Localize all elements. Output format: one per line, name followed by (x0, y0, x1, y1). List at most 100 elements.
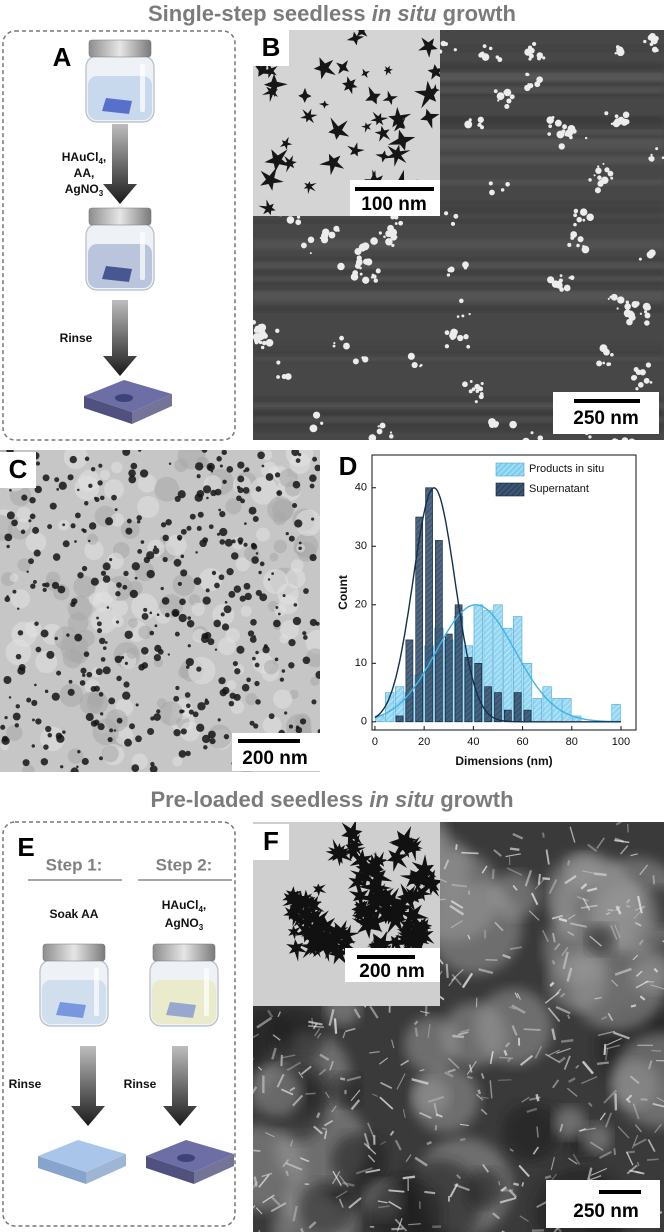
texture (553, 942, 561, 951)
particle (186, 703, 191, 709)
particle (254, 336, 258, 340)
particle (177, 490, 186, 499)
texture (368, 1177, 442, 1232)
particle (294, 918, 319, 943)
particle (113, 729, 117, 732)
texture (494, 921, 504, 932)
particle (480, 381, 484, 386)
particle (156, 709, 161, 714)
particle (550, 277, 553, 281)
particle (157, 649, 164, 655)
particle (355, 860, 374, 881)
texture (253, 44, 664, 48)
texture (534, 879, 545, 890)
texture (478, 968, 494, 975)
particle (88, 522, 97, 530)
texture (137, 473, 157, 493)
texture (605, 911, 611, 916)
texture (308, 1025, 325, 1029)
texture (615, 822, 623, 826)
texture (253, 1205, 256, 1209)
particle (362, 276, 370, 284)
particle (315, 621, 320, 626)
particle (361, 122, 372, 133)
particle (309, 483, 315, 489)
texture (447, 1068, 456, 1074)
particle (368, 434, 377, 440)
particle (317, 729, 320, 734)
particle (276, 375, 280, 379)
particle (218, 574, 225, 581)
texture (348, 1197, 362, 1209)
texture (541, 832, 545, 838)
particle (34, 621, 39, 626)
texture (324, 1091, 330, 1099)
texture (610, 925, 618, 940)
particle (529, 53, 534, 59)
particle (311, 699, 317, 705)
particle (292, 616, 302, 626)
particle (284, 711, 288, 715)
texture (450, 920, 463, 929)
particle (394, 215, 399, 220)
jar-highlight (204, 968, 209, 1016)
bar (532, 698, 542, 723)
panel-label-box (253, 824, 289, 860)
particle (160, 586, 164, 591)
texture (587, 843, 598, 852)
texture (84, 540, 104, 561)
particle (288, 535, 295, 542)
particle (335, 931, 356, 953)
particle (54, 636, 58, 641)
particle (111, 494, 117, 501)
particle (32, 718, 35, 722)
particle (34, 485, 42, 494)
bar (464, 657, 473, 723)
texture (551, 914, 563, 920)
particle (362, 895, 386, 920)
texture (589, 935, 602, 947)
texture (449, 1183, 459, 1198)
particle (46, 650, 55, 659)
particle (221, 623, 230, 631)
title-part: in situ (369, 787, 434, 812)
particle (365, 86, 381, 105)
particle (320, 421, 324, 425)
particle (300, 108, 318, 124)
y-tick-label: 30 (355, 540, 367, 552)
particle (528, 57, 532, 61)
texture (225, 498, 242, 515)
texture (308, 1221, 317, 1229)
legend-swatch (495, 482, 525, 497)
texture (419, 1111, 432, 1119)
texture (480, 1073, 485, 1079)
particle (444, 344, 450, 349)
texture (376, 822, 378, 824)
particle (251, 556, 259, 564)
texture (566, 860, 571, 866)
particle (464, 120, 473, 129)
texture (587, 887, 598, 892)
particle (388, 106, 412, 129)
particle (570, 235, 575, 240)
texture (335, 1190, 348, 1199)
particle (186, 525, 192, 531)
particle (468, 389, 473, 394)
particle (430, 84, 440, 95)
texture (323, 1130, 328, 1140)
particle (309, 618, 318, 627)
jar-substrate (102, 266, 132, 282)
particle (352, 358, 359, 365)
particle (268, 713, 275, 720)
texture (459, 1137, 466, 1142)
texture (292, 1205, 298, 1222)
particle (277, 612, 281, 616)
texture (289, 1140, 294, 1147)
particle (231, 539, 236, 544)
particle (376, 428, 383, 435)
particle (131, 764, 140, 772)
particle (576, 243, 580, 248)
texture (289, 1086, 296, 1092)
particle (328, 231, 336, 239)
particle (194, 462, 204, 471)
